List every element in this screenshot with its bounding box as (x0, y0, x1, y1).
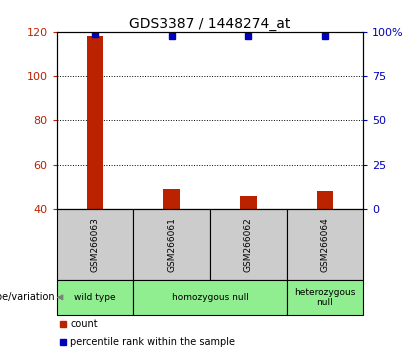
Bar (163, 189, 180, 209)
Bar (317, 191, 333, 209)
Text: GSM266064: GSM266064 (320, 217, 329, 272)
Text: homozygous null: homozygous null (171, 293, 249, 302)
Bar (57, 209, 134, 280)
Bar (134, 209, 210, 280)
Text: GSM266062: GSM266062 (244, 217, 253, 272)
Title: GDS3387 / 1448274_at: GDS3387 / 1448274_at (129, 17, 291, 31)
Text: GSM266061: GSM266061 (167, 217, 176, 272)
Bar (57, 280, 134, 315)
Text: heterozygous
null: heterozygous null (294, 288, 356, 307)
Bar (240, 195, 257, 209)
Bar (87, 36, 103, 209)
Text: genotype/variation: genotype/variation (0, 292, 55, 302)
Bar (286, 280, 363, 315)
Bar (210, 209, 286, 280)
Bar (286, 209, 363, 280)
Bar (134, 280, 287, 315)
Text: percentile rank within the sample: percentile rank within the sample (71, 337, 236, 347)
Text: count: count (71, 319, 98, 329)
Text: wild type: wild type (74, 293, 116, 302)
Text: GSM266063: GSM266063 (91, 217, 100, 272)
